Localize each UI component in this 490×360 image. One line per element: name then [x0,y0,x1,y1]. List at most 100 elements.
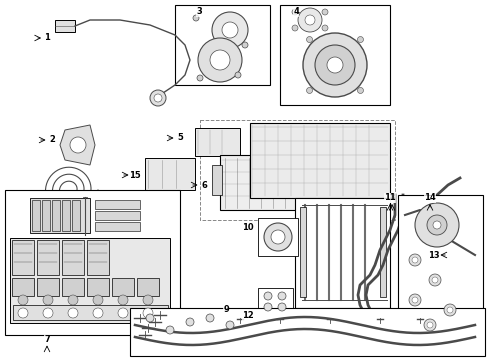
Circle shape [264,292,272,300]
Circle shape [307,37,313,42]
Circle shape [447,307,453,313]
Circle shape [118,308,128,318]
Circle shape [322,25,328,31]
Circle shape [305,15,315,25]
Bar [87,278,109,296]
Circle shape [424,319,436,331]
Circle shape [409,294,421,306]
Circle shape [197,75,203,81]
Circle shape [432,277,438,283]
Circle shape [242,42,248,48]
Bar [10,238,170,323]
Text: 3: 3 [196,8,202,17]
Bar [12,278,34,296]
Bar [52,200,60,231]
Circle shape [298,8,322,32]
Bar [37,240,59,275]
Bar [137,278,159,296]
Circle shape [210,50,230,70]
Circle shape [18,308,28,318]
Text: 8: 8 [389,194,395,202]
Bar [398,195,483,340]
Bar [95,211,140,220]
Circle shape [433,221,441,229]
Bar [300,207,306,297]
Text: 10: 10 [242,224,254,233]
Polygon shape [60,125,95,165]
Text: 13: 13 [428,251,440,260]
Text: 4: 4 [293,8,299,17]
Bar [112,278,134,296]
Bar [32,200,40,231]
Circle shape [412,257,418,263]
Bar [175,5,270,85]
Bar [95,222,140,231]
Bar [130,308,485,356]
Bar [42,200,50,231]
Bar [12,240,34,275]
Circle shape [327,57,343,73]
Circle shape [264,303,272,311]
Bar [212,165,222,195]
Bar [30,198,90,233]
Circle shape [186,318,194,326]
Text: 12: 12 [242,311,254,320]
Circle shape [358,87,364,94]
Circle shape [412,297,418,303]
Bar [295,198,390,308]
Text: 15: 15 [129,171,141,180]
Circle shape [409,254,421,266]
Circle shape [166,326,174,334]
Bar [145,158,195,190]
Circle shape [68,295,78,305]
Circle shape [143,308,153,318]
Circle shape [118,295,128,305]
Circle shape [292,9,298,15]
Circle shape [212,12,248,48]
Circle shape [292,25,298,31]
Circle shape [315,45,355,85]
Circle shape [358,37,364,42]
Circle shape [68,308,78,318]
Circle shape [154,94,162,102]
Bar [13,305,168,320]
Circle shape [226,321,234,329]
Text: 9: 9 [223,306,229,315]
Circle shape [415,203,459,247]
Bar [380,207,386,297]
Bar [258,218,298,256]
Circle shape [427,215,447,235]
Bar [258,288,293,313]
Circle shape [222,22,238,38]
Bar [62,278,84,296]
Text: 6: 6 [201,180,207,189]
Circle shape [193,15,199,21]
Text: 11: 11 [384,194,396,202]
Bar [55,20,75,32]
Bar [250,123,390,198]
Circle shape [278,303,286,311]
Circle shape [429,274,441,286]
Circle shape [271,230,285,244]
Text: 5: 5 [177,134,183,143]
Circle shape [143,295,153,305]
Circle shape [198,38,242,82]
Circle shape [235,72,241,78]
Text: 14: 14 [424,194,436,202]
Circle shape [93,295,103,305]
Circle shape [303,33,367,97]
Bar [280,5,390,105]
Bar [87,240,109,275]
Circle shape [43,308,53,318]
Circle shape [444,304,456,316]
Circle shape [150,90,166,106]
Text: 2: 2 [49,135,55,144]
Bar [95,200,140,209]
Bar [62,200,70,231]
Circle shape [93,308,103,318]
Circle shape [278,292,286,300]
Circle shape [307,87,313,94]
Bar [195,128,240,156]
Bar [220,155,320,210]
Circle shape [206,314,214,322]
